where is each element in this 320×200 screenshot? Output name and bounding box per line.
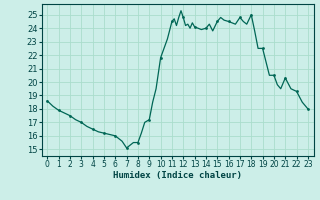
X-axis label: Humidex (Indice chaleur): Humidex (Indice chaleur) xyxy=(113,171,242,180)
